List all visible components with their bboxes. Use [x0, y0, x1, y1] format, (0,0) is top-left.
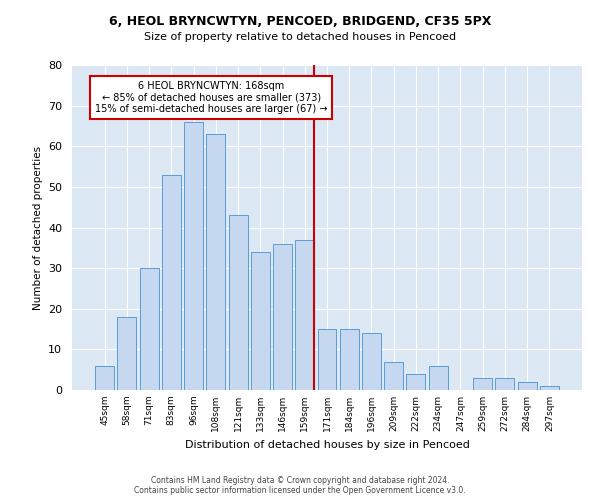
Bar: [496, 378, 514, 390]
Bar: [229, 216, 248, 390]
Bar: [118, 317, 136, 390]
Bar: [473, 378, 492, 390]
Bar: [384, 362, 403, 390]
Bar: [317, 329, 337, 390]
X-axis label: Distribution of detached houses by size in Pencoed: Distribution of detached houses by size …: [185, 440, 469, 450]
Text: 6 HEOL BRYNCWTYN: 168sqm
← 85% of detached houses are smaller (373)
15% of semi-: 6 HEOL BRYNCWTYN: 168sqm ← 85% of detach…: [95, 81, 328, 114]
Bar: [140, 268, 158, 390]
Bar: [540, 386, 559, 390]
Bar: [273, 244, 292, 390]
Bar: [518, 382, 536, 390]
Y-axis label: Number of detached properties: Number of detached properties: [32, 146, 43, 310]
Bar: [206, 134, 225, 390]
Bar: [251, 252, 270, 390]
Text: 6, HEOL BRYNCWTYN, PENCOED, BRIDGEND, CF35 5PX: 6, HEOL BRYNCWTYN, PENCOED, BRIDGEND, CF…: [109, 15, 491, 28]
Bar: [95, 366, 114, 390]
Bar: [184, 122, 203, 390]
Bar: [429, 366, 448, 390]
Bar: [406, 374, 425, 390]
Bar: [362, 333, 381, 390]
Text: Size of property relative to detached houses in Pencoed: Size of property relative to detached ho…: [144, 32, 456, 42]
Text: Contains HM Land Registry data © Crown copyright and database right 2024.
Contai: Contains HM Land Registry data © Crown c…: [134, 476, 466, 495]
Bar: [162, 174, 181, 390]
Bar: [340, 329, 359, 390]
Bar: [295, 240, 314, 390]
